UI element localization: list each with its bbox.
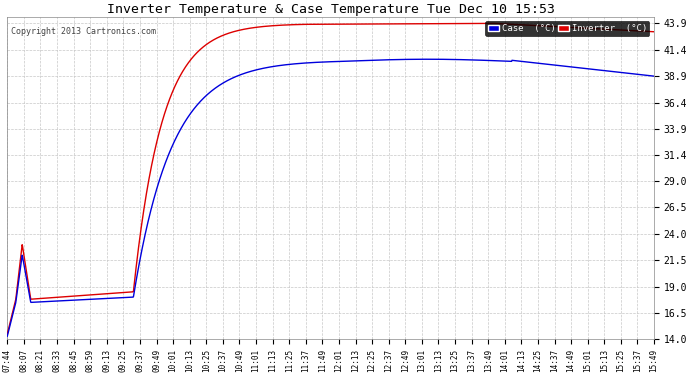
Title: Inverter Temperature & Case Temperature Tue Dec 10 15:53: Inverter Temperature & Case Temperature … [107, 3, 555, 16]
Legend: Case  (°C), Inverter  (°C): Case (°C), Inverter (°C) [485, 21, 649, 36]
Text: Copyright 2013 Cartronics.com: Copyright 2013 Cartronics.com [10, 27, 155, 36]
